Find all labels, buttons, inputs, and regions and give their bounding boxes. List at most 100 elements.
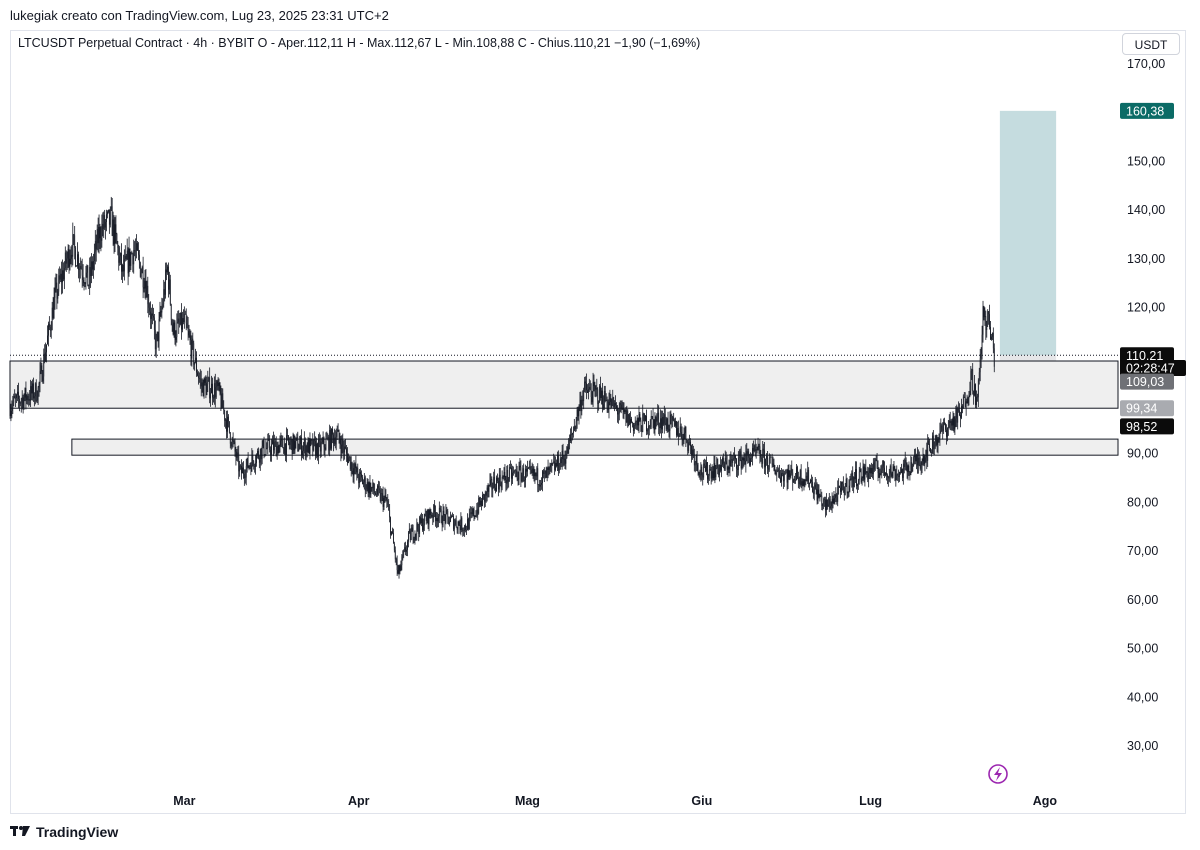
candle-877 — [831, 492, 833, 514]
candle-body — [334, 437, 336, 445]
candle-996 — [943, 418, 945, 434]
candle-395 — [379, 486, 381, 503]
candle-298 — [288, 437, 290, 450]
candle-901 — [854, 472, 855, 488]
candle-body — [724, 457, 726, 470]
candle-body — [66, 258, 68, 264]
candle-body — [726, 461, 728, 470]
candle-body — [496, 477, 497, 492]
candle-868 — [823, 497, 825, 510]
candle-12 — [20, 397, 22, 413]
candle-820 — [778, 467, 780, 478]
candle-172 — [170, 303, 172, 326]
candle-345 — [333, 432, 334, 452]
candle-532 — [508, 476, 510, 488]
candle-472 — [452, 512, 453, 518]
candle-body — [907, 465, 909, 473]
candle-984 — [931, 432, 933, 454]
candle-575 — [548, 466, 550, 476]
candle-body — [426, 510, 428, 521]
candle-body — [98, 227, 100, 244]
candle-205 — [201, 378, 203, 393]
candle-body — [667, 418, 669, 430]
candle-body — [354, 464, 356, 469]
candle-body — [310, 438, 312, 441]
candle-640 — [609, 389, 611, 406]
candle-body — [493, 476, 495, 488]
candle-body — [495, 487, 496, 492]
candle-body — [575, 421, 577, 430]
candle-body — [497, 480, 499, 490]
candle-body — [406, 549, 407, 552]
candle-515 — [492, 482, 494, 498]
candle-body — [38, 383, 40, 388]
candle-body — [296, 437, 298, 439]
candle-836 — [793, 478, 795, 484]
candle-189 — [186, 315, 188, 329]
candle-body — [421, 518, 422, 524]
candle-body — [186, 323, 188, 328]
candle-958 — [907, 464, 909, 481]
candle-body — [645, 415, 646, 422]
candle-400 — [384, 487, 386, 503]
candle-body — [288, 442, 290, 445]
candle-body — [54, 287, 56, 298]
candle-794 — [753, 444, 755, 453]
candle-body — [562, 450, 564, 459]
candle-1048 — [991, 332, 993, 341]
candle-body — [606, 400, 608, 408]
candle-body — [409, 529, 411, 541]
candle-body — [407, 532, 409, 542]
candle-534 — [510, 460, 511, 470]
candle-body — [298, 449, 300, 452]
candle-body — [484, 492, 486, 502]
candle-body — [708, 469, 710, 476]
candle-body — [242, 467, 243, 474]
candle-body — [303, 445, 304, 451]
candle-436 — [418, 523, 420, 542]
candle-body — [827, 499, 828, 507]
candle-body — [48, 323, 49, 336]
candle-283 — [274, 438, 276, 447]
candle-365 — [351, 461, 353, 475]
candle-555 — [529, 459, 531, 475]
candle-body — [939, 430, 941, 438]
candle-297 — [288, 435, 289, 446]
candle-584 — [557, 451, 558, 471]
candle-body — [933, 448, 935, 449]
candle-448 — [429, 507, 431, 519]
candle-454 — [435, 505, 436, 527]
candle-body — [923, 456, 925, 465]
candle-684 — [650, 410, 652, 430]
candle-245 — [239, 460, 241, 477]
candle-207 — [203, 377, 205, 399]
candle-body — [360, 472, 361, 475]
candle-486 — [465, 523, 466, 533]
candle-319 — [308, 437, 310, 455]
candle-26 — [33, 392, 35, 407]
candle-589 — [561, 444, 563, 470]
candle-93 — [96, 224, 98, 251]
candle-936 — [887, 473, 888, 485]
candle-body — [743, 458, 745, 461]
candle-body — [329, 430, 331, 451]
candle-676 — [643, 412, 645, 422]
currency-button[interactable]: USDT — [1122, 33, 1180, 55]
candle-221 — [216, 379, 218, 391]
candle-body — [735, 455, 736, 460]
candle-674 — [641, 425, 643, 437]
candle-body — [93, 261, 94, 270]
candle-490 — [468, 508, 470, 530]
candle-body — [69, 258, 71, 267]
candle-232 — [227, 410, 228, 438]
candle-body — [94, 240, 96, 252]
candle-body — [778, 469, 780, 472]
candle-964 — [913, 455, 915, 467]
candle-652 — [620, 400, 622, 414]
candle-646 — [615, 395, 616, 410]
candle-body — [10, 410, 12, 416]
candle-74 — [78, 263, 80, 283]
candle-783 — [743, 452, 745, 467]
candle-body — [499, 474, 501, 484]
